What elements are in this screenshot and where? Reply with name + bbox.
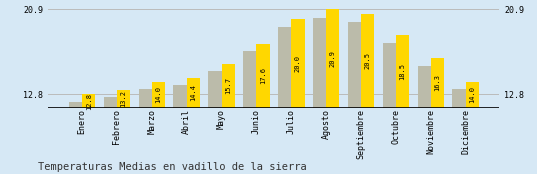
Bar bbox=[348, 22, 361, 108]
Text: 14.4: 14.4 bbox=[190, 84, 197, 101]
Text: 16.3: 16.3 bbox=[434, 74, 440, 91]
Bar bbox=[222, 64, 235, 108]
Text: Temperaturas Medias en vadillo de la sierra: Temperaturas Medias en vadillo de la sie… bbox=[38, 162, 306, 172]
Text: 15.7: 15.7 bbox=[225, 77, 231, 94]
Bar bbox=[208, 71, 222, 108]
Bar bbox=[326, 9, 339, 108]
Bar bbox=[452, 89, 466, 108]
Text: 18.5: 18.5 bbox=[400, 63, 405, 80]
Bar bbox=[173, 85, 187, 108]
Text: 14.0: 14.0 bbox=[155, 86, 162, 103]
Bar bbox=[117, 90, 130, 108]
Text: 20.0: 20.0 bbox=[295, 55, 301, 72]
Bar bbox=[431, 58, 444, 108]
Bar bbox=[139, 89, 152, 108]
Text: 20.5: 20.5 bbox=[365, 52, 371, 69]
Bar bbox=[466, 82, 479, 108]
Bar bbox=[69, 102, 82, 108]
Text: 12.8: 12.8 bbox=[86, 93, 92, 110]
Text: 20.9: 20.9 bbox=[330, 50, 336, 67]
Bar bbox=[104, 97, 117, 108]
Bar bbox=[243, 51, 257, 108]
Bar bbox=[361, 14, 374, 108]
Bar bbox=[278, 27, 291, 108]
Bar bbox=[418, 66, 431, 108]
Bar bbox=[257, 44, 270, 108]
Bar bbox=[396, 35, 409, 108]
Bar bbox=[152, 82, 165, 108]
Text: 14.0: 14.0 bbox=[469, 86, 475, 103]
Bar bbox=[291, 19, 304, 108]
Text: 17.6: 17.6 bbox=[260, 68, 266, 84]
Bar bbox=[313, 18, 326, 108]
Bar bbox=[383, 43, 396, 108]
Bar bbox=[187, 77, 200, 108]
Text: 13.2: 13.2 bbox=[121, 90, 127, 108]
Bar bbox=[82, 94, 96, 108]
